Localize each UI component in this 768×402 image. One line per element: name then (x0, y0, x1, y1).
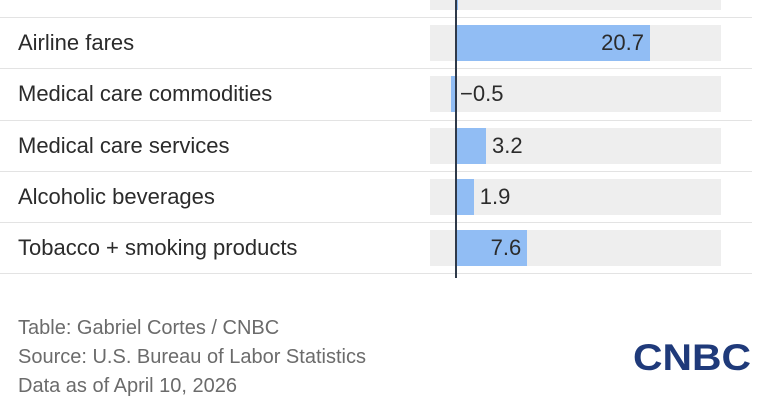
row-divider (0, 170, 752, 172)
data-label: 1.9 (479, 183, 511, 209)
bar-track (430, 178, 721, 215)
row-divider (0, 119, 752, 121)
table-row: Medical care commodities −0.5 (0, 69, 768, 120)
credit-line: Table: Gabriel Cortes / CNBC (18, 317, 280, 339)
bar (456, 127, 486, 164)
table-row: Medical care services 3.2 (0, 121, 768, 172)
bar (451, 76, 456, 113)
date-line: Data as of April 10, 2026 (18, 375, 238, 397)
chart-footer: Table: Gabriel Cortes / CNBC Source: U.S… (18, 314, 366, 401)
bar-track (430, 0, 721, 10)
bar (456, 230, 528, 266)
data-label: 3.2 (491, 132, 523, 158)
data-label: −0.5 (460, 81, 504, 107)
row-divider (0, 68, 752, 70)
table-row: Motor vehicle insurance 0.2 (0, 0, 768, 18)
data-label: 7.6 (490, 235, 522, 260)
row-divider (0, 17, 752, 19)
row-divider (0, 222, 752, 223)
bar (456, 25, 650, 62)
category-label: Motor vehicle insurance (18, 0, 250, 5)
table-row: Airline fares 20.7 (0, 18, 768, 69)
zero-axis-line (455, 0, 457, 278)
data-label: 20.7 (601, 30, 644, 56)
cnbc-logo: CNBC (633, 340, 751, 374)
bar-chart: Motor vehicle insurance 0.2 Airline fares 2… (0, 0, 768, 278)
source-line: Source: U.S. Bureau of Labor Statistics (18, 346, 366, 368)
category-label: Airline fares (18, 30, 135, 56)
svg-text:CNBC: CNBC (633, 340, 751, 374)
category-label: Medical care services (18, 132, 230, 158)
category-label: Medical care commodities (18, 81, 273, 107)
data-label: 0.2 (464, 0, 495, 10)
category-label: Tobacco + smoking products (18, 235, 298, 260)
row-divider (0, 273, 752, 275)
table-row: Alcoholic beverages 1.9 (0, 172, 768, 223)
category-label: Alcoholic beverages (18, 183, 215, 209)
bar-track (430, 76, 721, 113)
table-row: Tobacco + smoking products 7.6 (0, 223, 768, 274)
bar (456, 178, 474, 215)
